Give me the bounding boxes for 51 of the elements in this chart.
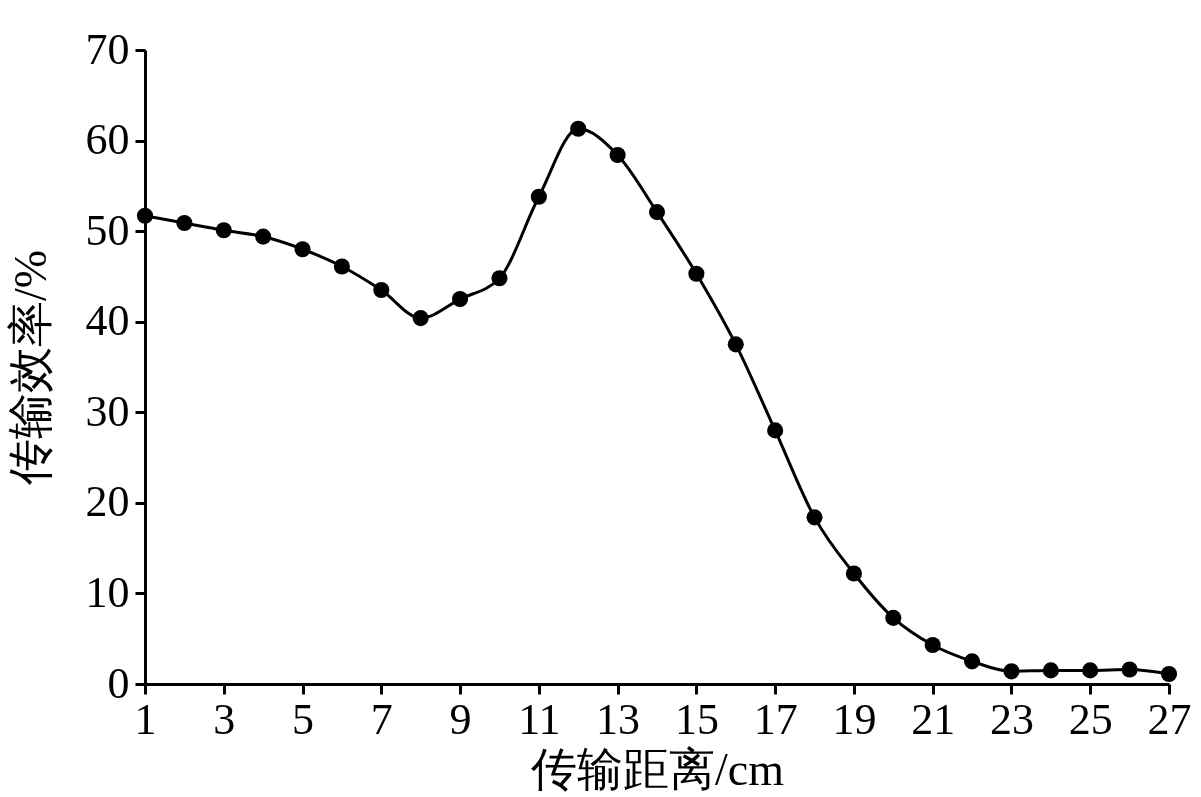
point: [1003, 663, 1020, 680]
point: [255, 228, 272, 245]
point: [767, 422, 784, 439]
point: [1121, 661, 1138, 678]
y-tick-label: 30: [85, 386, 130, 436]
point: [294, 241, 311, 258]
point: [176, 214, 193, 232]
y-tick-label: 70: [85, 24, 130, 74]
x-tick-label: 27: [1147, 694, 1192, 744]
point: [373, 281, 390, 299]
point: [136, 207, 154, 224]
point: [215, 222, 232, 239]
x-tick-label: 21: [911, 694, 956, 744]
x-tick-label: 11: [518, 694, 561, 744]
point: [1082, 662, 1099, 679]
x-tick-label: 9: [449, 694, 472, 744]
y-tick-label: 10: [85, 567, 130, 617]
x-tick-label: 17: [753, 694, 798, 744]
x-tick-label: 1: [134, 694, 157, 744]
point: [688, 265, 705, 282]
point: [570, 120, 587, 137]
point: [845, 565, 862, 582]
point: [1160, 665, 1178, 683]
point: [609, 147, 626, 164]
point: [648, 204, 666, 221]
x-tick-label: 3: [213, 694, 236, 744]
y-tick-label: 50: [85, 205, 130, 255]
point: [964, 653, 981, 670]
x-tick-label: 7: [370, 694, 393, 744]
point: [806, 509, 823, 526]
y-tick-label: 40: [85, 296, 130, 346]
point: [452, 291, 469, 308]
x-axis-title: 传输距离/cm: [531, 743, 785, 795]
x-tick-label: 25: [1068, 694, 1113, 744]
x-tick-label: 5: [292, 694, 315, 744]
y-tick-label: 60: [85, 115, 130, 165]
point: [1042, 662, 1059, 679]
y-tick-label: 0: [107, 658, 130, 708]
x-tick-label: 19: [832, 694, 877, 744]
y-tick-label: 20: [85, 477, 130, 527]
y-axis-title: 传输效率/%: [4, 249, 56, 486]
point: [530, 188, 547, 205]
x-tick-label: 23: [989, 694, 1034, 744]
point: [924, 637, 941, 654]
x-tick-label: 13: [596, 694, 641, 744]
point: [885, 609, 902, 626]
point: [727, 336, 744, 353]
point: [333, 258, 350, 275]
point: [412, 310, 429, 327]
x-tick-label: 15: [674, 694, 719, 744]
point: [491, 270, 508, 287]
